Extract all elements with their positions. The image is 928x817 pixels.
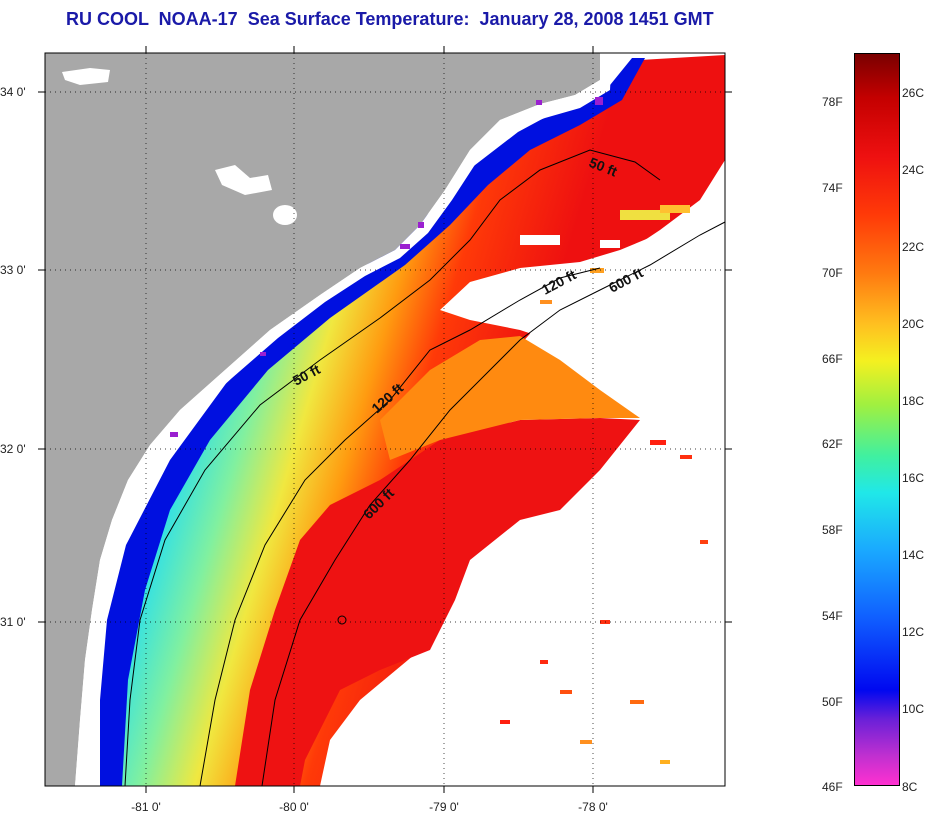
map-border — [44, 52, 726, 787]
land-mass — [45, 53, 600, 786]
cb-f-70: 70F — [822, 266, 843, 280]
cb-c-14: 14C — [902, 548, 925, 562]
contour-120ft — [199, 267, 601, 786]
orange-warm-band — [380, 336, 640, 460]
graticule — [45, 53, 725, 786]
x-tick-79: -79 0' — [429, 800, 459, 814]
warm-core — [235, 418, 640, 786]
colorbar-gradient — [854, 53, 900, 786]
cb-c-12: 12C — [902, 625, 925, 639]
cloud-cover-south — [420, 410, 725, 786]
cloud-speckle — [470, 235, 620, 645]
y-tick-33: 33 0' — [0, 263, 26, 277]
cb-c-24: 24C — [902, 163, 925, 177]
cold-nearshore-band — [100, 58, 645, 786]
coastal-strip — [75, 53, 612, 786]
x-tick-81: -81 0' — [131, 800, 161, 814]
cb-f-74: 74F — [822, 181, 843, 195]
x-tick-80: -80 0' — [279, 800, 309, 814]
cb-f-66: 66F — [822, 352, 843, 366]
cb-c-22: 22C — [902, 240, 925, 254]
y-tick-34: 34 0' — [0, 85, 26, 99]
contour-600ft — [261, 221, 725, 786]
cold-coastal-pixels — [170, 97, 603, 437]
cb-f-46: 46F — [822, 780, 843, 794]
warm-speckle — [500, 205, 708, 764]
cb-c-26: 26C — [902, 86, 925, 100]
contour-50ft — [124, 149, 661, 786]
y-tick-31: 31 0' — [0, 615, 26, 629]
cb-f-54: 54F — [822, 609, 843, 623]
cb-c-8: 8C — [902, 780, 918, 794]
x-tick-78: -78 0' — [578, 800, 608, 814]
axis-ticks — [38, 46, 732, 793]
cb-c-18: 18C — [902, 394, 925, 408]
y-tick-32: 32 0' — [0, 442, 26, 456]
cb-c-20: 20C — [902, 317, 925, 331]
cb-f-62: 62F — [822, 437, 843, 451]
cb-f-50: 50F — [822, 695, 843, 709]
cb-f-58: 58F — [822, 523, 843, 537]
inland-lakes — [62, 68, 297, 225]
map-title: RU COOL NOAA-17 Sea Surface Temperature:… — [66, 9, 714, 29]
cloud-cover-shelf — [440, 210, 725, 400]
cb-c-16: 16C — [902, 471, 925, 485]
cb-c-10: 10C — [902, 702, 925, 716]
cb-f-78: 78F — [822, 95, 843, 109]
eddy-marker — [337, 615, 347, 625]
colorbar — [854, 53, 900, 786]
